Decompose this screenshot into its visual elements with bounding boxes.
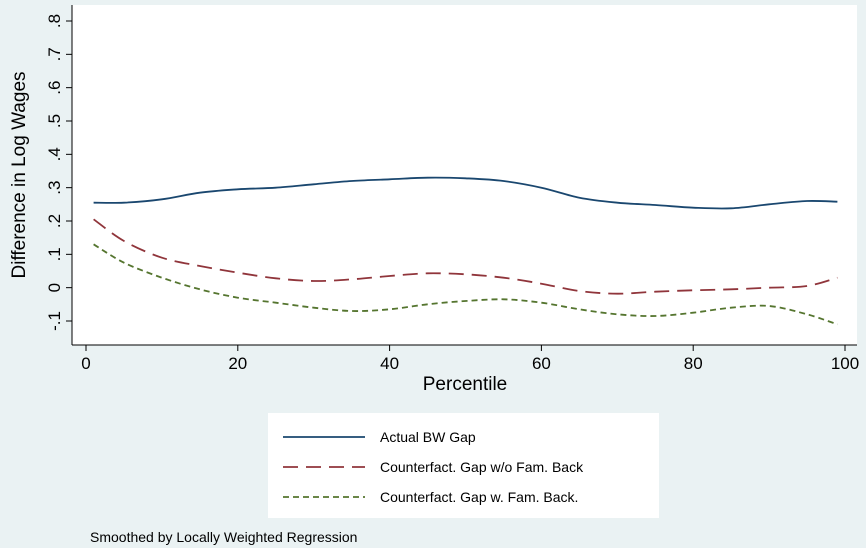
y-tick-label: .2 xyxy=(45,214,64,228)
y-tick-label: .6 xyxy=(45,81,64,95)
legend-label: Counterfact. Gap w. Fam. Back. xyxy=(380,489,578,505)
axes: 0 20 40 60 80 100 -.1 0 .1 .2 .3 .4 .5 .6 .7 .8 xyxy=(45,5,859,373)
y-tick-label: .5 xyxy=(45,114,64,128)
legend-label: Counterfact. Gap w/o Fam. Back xyxy=(380,459,584,475)
footnote: Smoothed by Locally Weighted Regression xyxy=(90,529,357,545)
plot-lines xyxy=(93,176,838,326)
y-tick-label: -.1 xyxy=(45,311,64,331)
plot-area xyxy=(72,5,857,345)
legend: Actual BW Gap Counterfact. Gap w/o Fam. B… xyxy=(268,413,659,518)
x-tick-label: 80 xyxy=(684,354,703,373)
x-tick-label: 40 xyxy=(380,354,399,373)
x-tick-label: 0 xyxy=(81,354,90,373)
y-tick-label: .1 xyxy=(45,247,64,261)
y-tick-label: 0 xyxy=(45,283,64,292)
x-tick-label: 20 xyxy=(228,354,247,373)
legend-box xyxy=(268,413,659,518)
series-line xyxy=(93,218,838,295)
y-tick-label: .4 xyxy=(45,147,64,161)
y-tick-label: .8 xyxy=(45,14,64,28)
y-tick-label: .3 xyxy=(45,181,64,195)
x-tick-label: 100 xyxy=(831,354,859,373)
legend-label: Actual BW Gap xyxy=(380,429,476,445)
y-tick-label: .7 xyxy=(45,47,64,61)
series-line xyxy=(93,243,838,326)
y-axis-title: Difference in Log Wages xyxy=(9,71,30,278)
x-axis-title: Percentile xyxy=(423,374,508,395)
x-tick-label: 60 xyxy=(532,354,551,373)
series-line xyxy=(93,176,838,210)
